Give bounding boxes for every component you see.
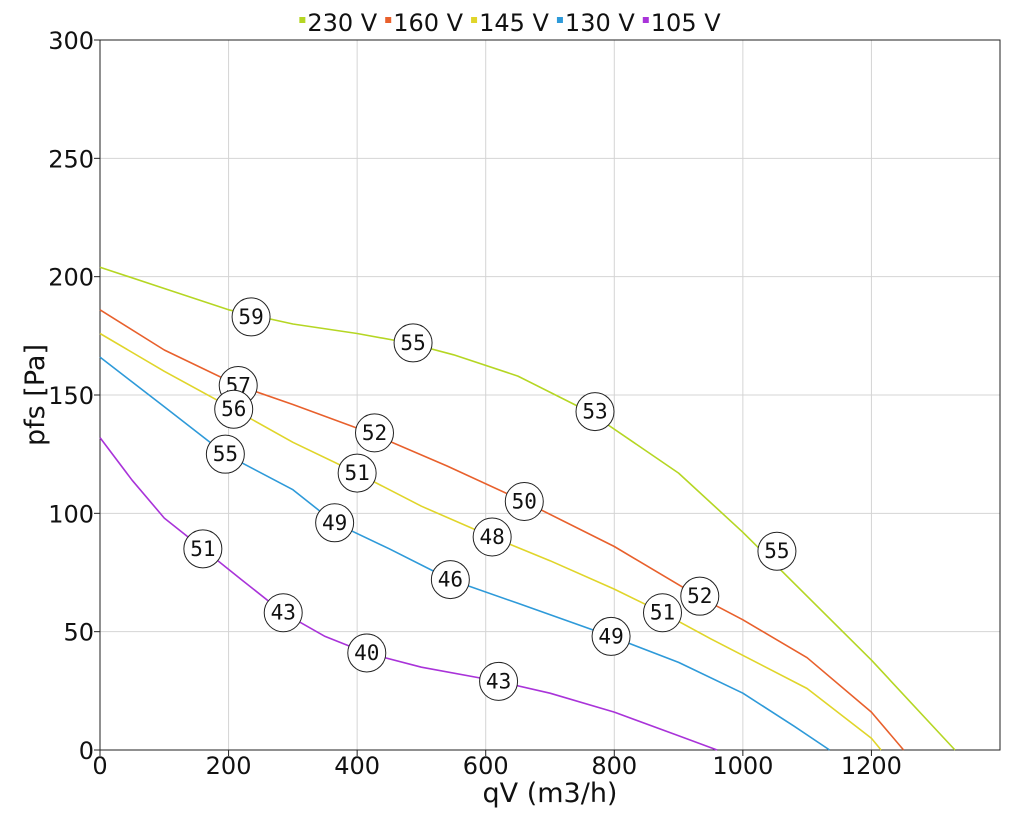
y-tick-label: 0 xyxy=(79,737,94,765)
bubble-label: 50 xyxy=(512,490,537,514)
legend-swatch xyxy=(642,17,649,23)
sound-level-bubble: 52 xyxy=(680,576,720,616)
bubble-label: 55 xyxy=(213,442,238,466)
x-axis: 0 200 400 600 800 1000 1200 xyxy=(92,750,902,780)
bubble-circle xyxy=(214,389,254,429)
sound-level-bubble: 56 xyxy=(214,389,254,429)
bubble-circle xyxy=(347,633,387,673)
x-tick-label: 800 xyxy=(591,752,637,780)
bubble-label: 46 xyxy=(438,568,463,592)
bubble-label: 55 xyxy=(400,331,425,355)
y-tick-label: 50 xyxy=(63,619,94,647)
sound-level-bubble: 40 xyxy=(347,633,387,673)
legend-item: 130 V xyxy=(556,9,635,37)
bubble-circle xyxy=(504,482,544,521)
bubble-circle xyxy=(393,323,433,363)
bubble-label: 43 xyxy=(486,669,511,693)
sound-level-bubble: 51 xyxy=(337,453,377,493)
bubble-label: 56 xyxy=(221,397,246,421)
sound-level-bubble: 49 xyxy=(591,616,631,656)
series-line-5 xyxy=(99,437,718,751)
bubble-circle xyxy=(479,661,519,701)
legend-swatch xyxy=(471,17,478,23)
bubble-circle xyxy=(680,576,720,616)
x-tick-label: 1000 xyxy=(712,752,773,780)
legend: 230 V 160 V 145 V 130 V 105 V xyxy=(299,9,721,37)
y-tick-label: 100 xyxy=(48,500,94,528)
legend-label: 160 V xyxy=(393,9,463,37)
bubble-circle xyxy=(472,517,512,557)
y-axis-title: pfs [Pa] xyxy=(20,344,51,446)
bubble-circle xyxy=(643,593,682,633)
bubble-label: 51 xyxy=(344,461,369,485)
bubble-label: 49 xyxy=(598,624,623,648)
y-axis: 0 50 100 150 200 250 300 xyxy=(48,27,100,765)
y-tick-label: 150 xyxy=(48,382,94,410)
bubble-circle xyxy=(263,593,303,633)
bubble-circle xyxy=(337,453,377,493)
sound-level-bubble: 49 xyxy=(315,503,355,543)
legend-label: 230 V xyxy=(307,9,377,37)
legend-label: 130 V xyxy=(565,9,635,37)
bubble-label: 52 xyxy=(687,584,712,608)
sound-level-bubble: 53 xyxy=(575,392,615,432)
sound-level-bubble: 50 xyxy=(504,482,544,521)
bubble-circle xyxy=(757,531,797,571)
x-tick-label: 0 xyxy=(92,752,107,780)
sound-level-bubble: 55 xyxy=(393,323,433,363)
bubble-circle xyxy=(591,616,631,656)
x-tick-label: 400 xyxy=(334,752,380,780)
bubble-label: 51 xyxy=(650,601,675,625)
sound-level-bubble: 43 xyxy=(479,661,519,701)
bubble-circle xyxy=(183,529,223,569)
sound-level-bubble: 43 xyxy=(263,593,303,633)
legend-label: 145 V xyxy=(479,9,549,37)
x-axis-title: qV (m3/h) xyxy=(483,778,618,809)
sound-level-bubble: 51 xyxy=(183,529,223,569)
legend-item: 105 V xyxy=(642,9,721,37)
sound-level-bubble: 59 xyxy=(231,297,271,337)
bubble-label: 55 xyxy=(764,539,789,563)
bubble-circle xyxy=(315,503,355,543)
bubble-label: 49 xyxy=(322,511,347,535)
x-tick-label: 200 xyxy=(206,752,252,780)
sound-level-bubble: 46 xyxy=(430,560,470,600)
bubble-circle xyxy=(205,434,245,474)
legend-swatch xyxy=(299,17,306,23)
y-tick-label: 250 xyxy=(48,145,94,173)
legend-label: 105 V xyxy=(651,9,721,37)
bubble-label: 51 xyxy=(190,537,215,561)
sound-level-bubble: 48 xyxy=(472,517,512,557)
x-tick-label: 1200 xyxy=(841,752,902,780)
bubble-label: 43 xyxy=(271,601,296,625)
bubble-circle xyxy=(355,413,394,453)
bubble-label: 53 xyxy=(582,400,607,424)
sound-level-bubble: 55 xyxy=(205,434,245,474)
legend-item: 160 V xyxy=(385,9,464,37)
legend-swatch xyxy=(385,17,392,23)
bubble-label: 40 xyxy=(354,641,379,665)
sound-level-bubble: 55 xyxy=(757,531,797,571)
sound-level-bubble: 52 xyxy=(355,413,394,453)
y-tick-label: 200 xyxy=(48,264,94,292)
sound-level-bubble: 51 xyxy=(643,593,682,633)
bubble-circle xyxy=(575,392,615,432)
bubble-circle xyxy=(430,560,470,600)
legend-swatch xyxy=(556,17,563,23)
bubble-label: 48 xyxy=(479,525,504,549)
x-tick-label: 600 xyxy=(463,752,509,780)
legend-item: 230 V xyxy=(299,9,378,37)
bubble-circle xyxy=(231,297,271,337)
legend-item: 145 V xyxy=(471,9,550,37)
bubble-label: 59 xyxy=(238,305,263,329)
y-tick-label: 300 xyxy=(48,27,94,55)
bubble-label: 52 xyxy=(362,421,387,445)
